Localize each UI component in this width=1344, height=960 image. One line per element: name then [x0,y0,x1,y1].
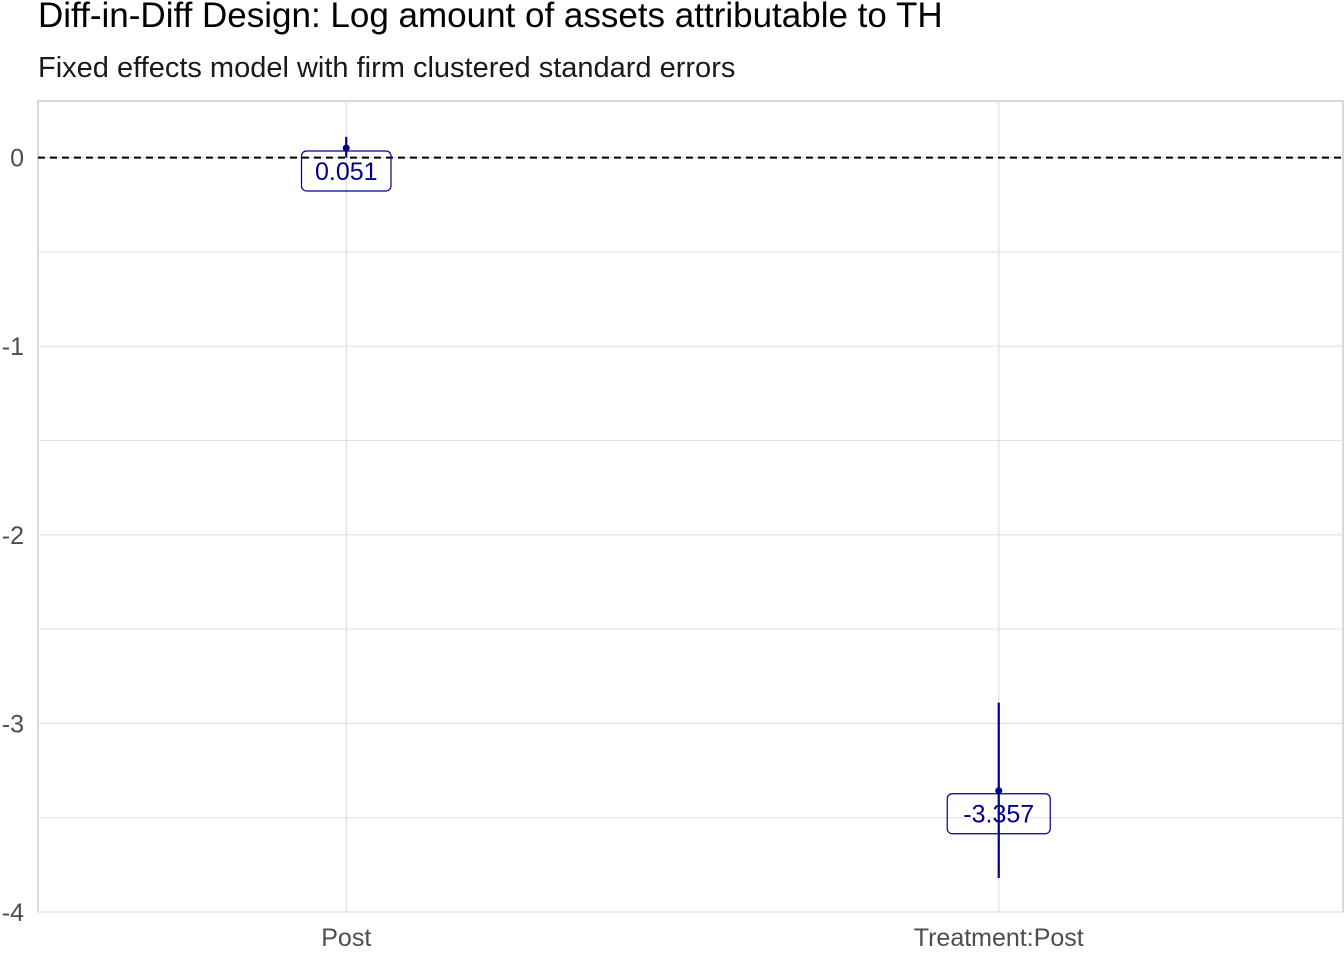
chart-title: Diff-in-Diff Design: Log amount of asset… [38,0,943,35]
x-tick-label: Post [321,924,371,952]
plot-panel-border [37,100,1344,913]
grid-lines [38,101,1343,913]
axis-tick-labels: 0 -1 -2 -3 -4 Post Treatment:Post [2,145,1084,952]
estimate-marks [342,136,1003,879]
y-tick-label: -3 [2,710,24,738]
chart-subtitle: Fixed effects model with firm clustered … [38,52,736,84]
data-label: 0.051 [315,158,378,186]
data-label-box [946,793,1051,835]
data-label-box [300,150,392,192]
y-tick-label: -2 [2,522,24,550]
y-tick-label: -1 [2,333,24,361]
x-tick-label: Treatment:Post [914,924,1084,952]
y-tick-label: -4 [2,899,24,927]
data-labels: 0.051 -3.357 [300,150,1051,835]
estimate-point [995,787,1003,795]
data-label: -3.357 [963,801,1034,829]
estimate-point [342,144,350,152]
y-tick-label: 0 [10,145,24,173]
